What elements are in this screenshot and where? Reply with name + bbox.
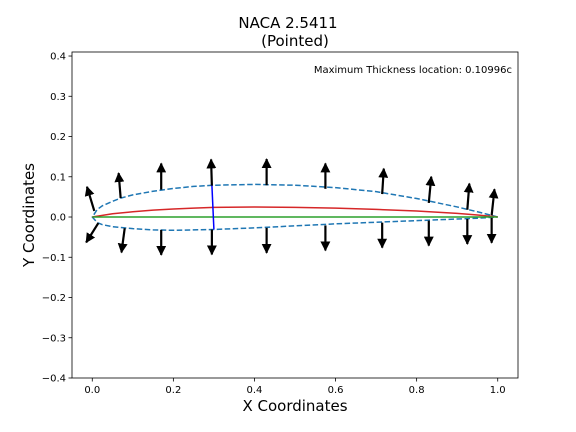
normal-vector-arrow xyxy=(425,175,436,204)
series-layer xyxy=(91,183,498,232)
y-tick-label: −0.2 xyxy=(42,293,66,304)
normal-vector-arrow xyxy=(85,222,100,244)
y-tick-label: 0.1 xyxy=(50,172,66,183)
x-tick-label: 0.8 xyxy=(409,385,425,396)
y-tick-label: −0.1 xyxy=(42,253,66,264)
plot-area xyxy=(84,158,499,256)
y-tick-label: −0.3 xyxy=(42,333,66,344)
normal-vector-arrow xyxy=(117,228,128,254)
normal-vector-arrow xyxy=(488,188,499,216)
y-tick-label: −0.4 xyxy=(42,374,66,385)
normal-vector-arrow xyxy=(114,172,125,199)
x-tick-label: 0.0 xyxy=(84,385,100,396)
x-tick-label: 0.2 xyxy=(165,385,181,396)
chart-title: NACA 2.5411 xyxy=(238,14,337,32)
plot-frame xyxy=(71,51,519,379)
y-tick-label: 0.0 xyxy=(50,213,66,224)
normal-vector-arrow xyxy=(84,185,96,212)
y-tick-label: 0.2 xyxy=(50,132,66,143)
max-thickness-annotation: Maximum Thickness location: 0.10996c xyxy=(314,65,512,76)
x-axis-label: X Coordinates xyxy=(242,397,347,415)
y-tick-label: 0.4 xyxy=(50,52,66,63)
camber-line xyxy=(92,206,498,218)
x-axis-ticks: 0.0 0.2 0.4 0.6 0.8 1.0 xyxy=(84,378,506,396)
x-tick-label: 0.4 xyxy=(247,385,263,396)
chart-subtitle: (Pointed) xyxy=(261,32,329,50)
y-tick-label: 0.3 xyxy=(50,92,66,103)
x-tick-label: 0.6 xyxy=(328,385,344,396)
normals-layer xyxy=(84,158,499,256)
normal-vector-arrow xyxy=(206,158,217,186)
y-axis-label: Y Coordinates xyxy=(20,163,38,268)
max-thickness-line xyxy=(211,184,215,230)
normal-vector-arrow xyxy=(463,182,474,210)
normal-vector-arrow xyxy=(378,167,389,195)
y-axis-ticks: −0.4 −0.3 −0.2 −0.1 0.0 0.1 0.2 0.3 0.4 xyxy=(42,52,72,385)
x-tick-label: 1.0 xyxy=(490,385,506,396)
